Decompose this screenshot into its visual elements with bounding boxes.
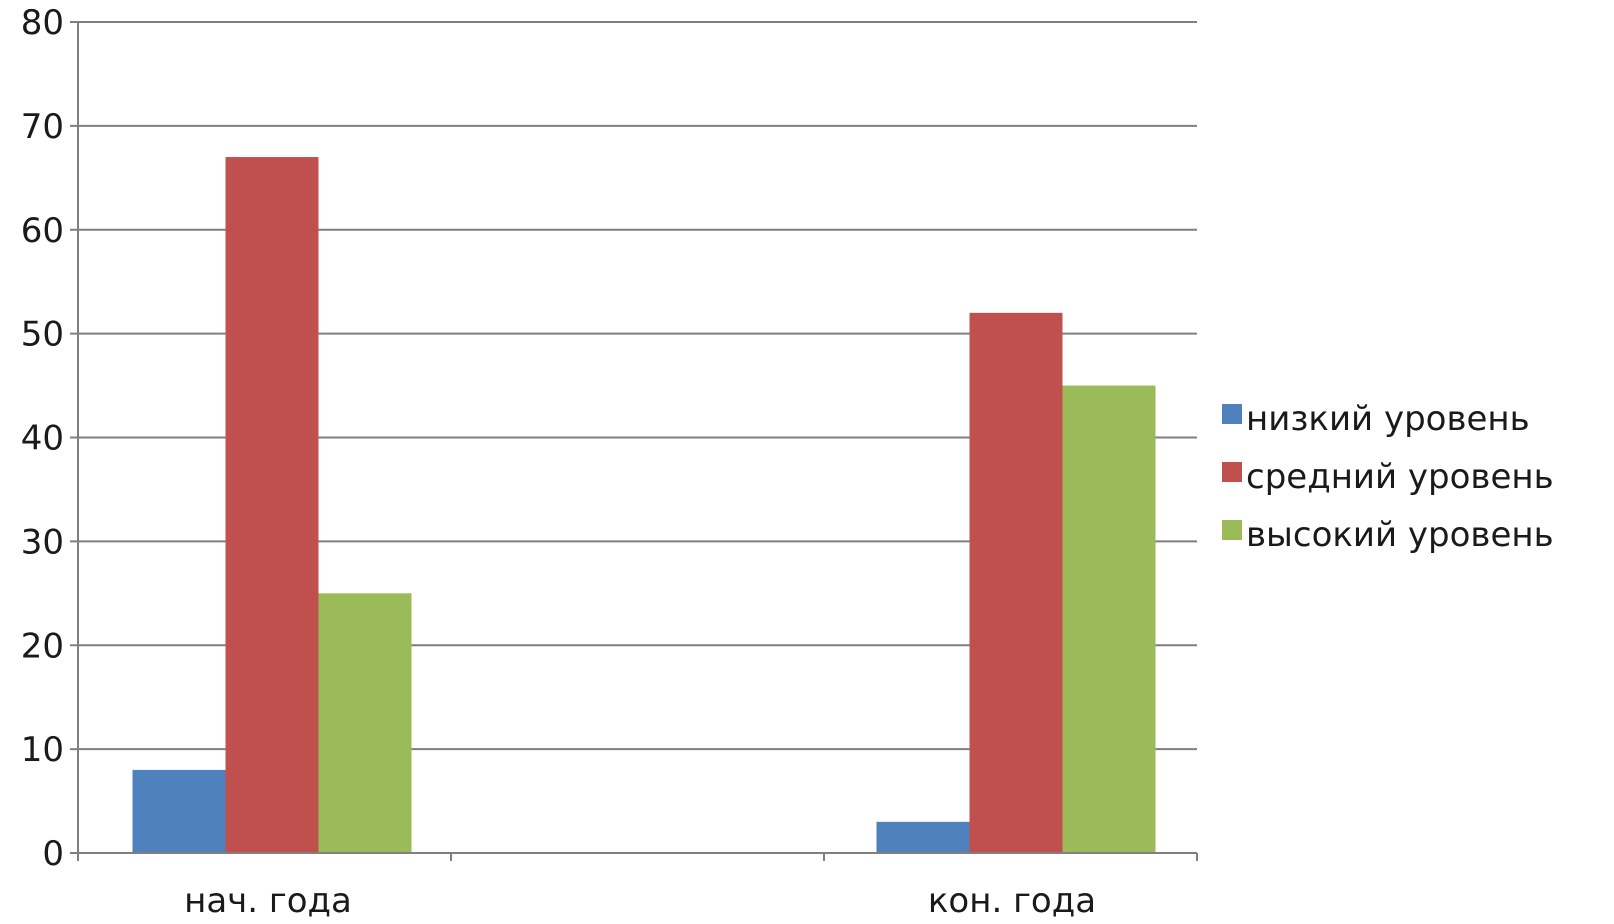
y-tick-label: 20 [21,626,64,666]
bar-1-2 [225,157,319,854]
legend-label-3: высокий уровень [1246,515,1554,555]
y-tick-label: 0 [42,834,64,874]
y-tick-label: 80 [21,3,64,43]
y-tick-label: 70 [21,107,64,147]
y-tick-label: 40 [21,419,64,459]
legend-swatch-3 [1222,520,1242,540]
y-tick-label: 10 [21,730,64,770]
bar-2-2 [969,312,1063,854]
legend: низкий уровень средний уровень высокий уро… [1222,399,1554,555]
x-category-label: нач. года [184,881,352,920]
bar-1-1 [132,769,226,853]
x-category-labels: нач. года кон. года [184,881,1096,921]
y-tick-label: 50 [21,315,64,355]
bars [132,157,1156,854]
y-tick-label: 60 [21,211,64,251]
legend-swatch-2 [1222,462,1242,482]
y-tick-labels: 0 10 20 30 40 50 60 70 80 [21,3,64,874]
bar-1-3 [318,593,412,853]
legend-label-1: низкий уровень [1246,399,1530,439]
legend-label-2: средний уровень [1246,457,1554,497]
axes [70,21,1198,861]
legend-swatch-1 [1222,404,1242,424]
y-tick-label: 30 [21,522,64,562]
x-category-label: кон. года [928,881,1096,920]
bar-2-1 [876,821,970,853]
bar-2-3 [1062,385,1156,853]
